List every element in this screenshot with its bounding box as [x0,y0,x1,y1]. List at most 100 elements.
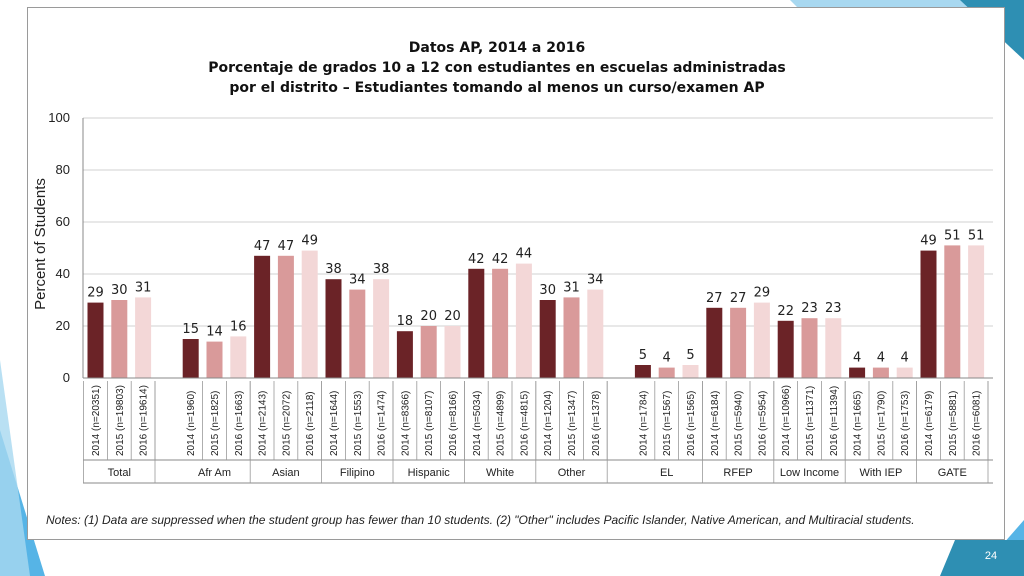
y-axis-ticks: 0 20 40 60 80 100 [48,110,70,385]
group-label: EL [660,467,673,479]
data-label: 5 [639,348,647,363]
group-label: Asian [272,467,300,479]
group-label: Hispanic [408,467,451,479]
y-tick-label: 100 [48,110,70,125]
x-axis-groups: Total Afr Am Asian Filipino Hispanic White Oth… [83,381,989,483]
bar-asian-2014 [254,255,271,378]
data-label: 4 [663,351,671,366]
category-label: 2016 (n=19614) [139,385,150,456]
category-label: 2014 (n=6184) [710,391,721,456]
category-label: 2015 (n=1567) [662,391,673,456]
data-label: 47 [278,239,295,254]
bar-with-iep-2014 [849,367,866,378]
data-label: 23 [801,301,818,316]
category-label: 2014 (n=20351) [91,385,102,456]
category-label: 2014 (n=6179) [924,391,935,456]
category-label: 2014 (n=1784) [638,391,649,456]
bar-el-2016 [682,365,699,378]
bar-white-2014 [468,268,485,378]
group-label: Low Income [780,467,839,479]
data-label: 51 [968,228,985,243]
category-label: 2015 (n=4899) [496,391,507,456]
chart-title-line-1: Datos AP, 2014 a 2016 [409,40,585,56]
bar-total-2014 [87,302,104,378]
y-tick-label: 0 [63,370,70,385]
data-label: 34 [587,273,604,288]
chart-note: Notes: (1) Data are suppressed when the … [46,513,915,527]
y-tick-label: 80 [56,162,70,177]
data-label: 18 [397,314,414,329]
category-label: 2015 (n=5881) [948,391,959,456]
group-label: GATE [938,467,967,479]
bar-el-2015 [658,367,675,378]
data-label: 42 [468,252,485,267]
category-label: 2015 (n=8107) [424,391,435,456]
chart-title-line-2: Porcentaje de grados 10 a 12 con estudia… [208,60,786,76]
category-label: 2016 (n=1565) [686,391,697,456]
bar-hispanic-2015 [420,326,437,378]
page-number: 24 [985,550,997,562]
bar-white-2015 [492,268,509,378]
data-label: 49 [920,234,937,249]
bars [87,245,985,378]
group-label: Filipino [340,467,375,479]
x-axis-categories: 2014 (n=20351) 2015 (n=19803) 2016 (n=1961… [83,377,993,484]
category-label: 2016 (n=1753) [900,391,911,456]
data-label: 29 [87,286,104,301]
bar-afr-am-2016 [230,336,247,378]
category-label: 2014 (n=2143) [258,391,269,456]
bar-rfep-2014 [706,307,723,378]
bar-rfep-2016 [753,302,770,378]
bar-filipino-2016 [373,279,390,378]
category-label: 2014 (n=1665) [853,391,864,456]
category-label: 2015 (n=1553) [353,391,364,456]
y-axis-label: Percent of Students [32,178,49,310]
y-tick-label: 60 [56,214,70,229]
data-label: 30 [111,283,128,298]
data-label: 29 [754,286,771,301]
data-label: 5 [686,348,694,363]
bar-other-2016 [587,289,604,378]
bottom-left-accent-light [0,360,30,576]
data-label: 4 [853,351,861,366]
data-label: 15 [182,322,199,337]
category-label: 2015 (n=1825) [210,391,221,456]
category-label: 2016 (n=2118) [305,391,316,456]
bar-other-2015 [563,297,580,378]
group-label: RFEP [723,467,752,479]
bar-gate-2015 [944,245,961,378]
category-label: 2014 (n=10966) [781,385,792,456]
bar-asian-2015 [277,255,294,378]
category-label: 2014 (n=1644) [329,391,340,456]
group-label: White [486,467,514,479]
data-label: 30 [539,283,556,298]
data-label: 4 [877,351,885,366]
data-label: 42 [492,252,509,267]
category-label: 2015 (n=1347) [567,391,578,456]
data-label: 22 [777,304,794,319]
group-label: With IEP [860,467,903,479]
bar-total-2016 [135,297,152,378]
data-label: 44 [516,247,533,262]
group-label: Afr Am [198,467,231,479]
data-label: 47 [254,239,271,254]
bar-asian-2016 [301,250,318,378]
bar-afr-am-2014 [182,339,199,378]
data-label: 16 [230,319,247,334]
chart-title: Datos AP, 2014 a 2016 Porcentaje de grad… [208,40,786,96]
category-label: 2016 (n=1378) [591,391,602,456]
category-label: 2014 (n=1204) [543,391,554,456]
category-label: 2016 (n=6081) [972,391,983,456]
data-label: 34 [349,273,366,288]
category-label: 2016 (n=5954) [757,391,768,456]
data-label: 27 [730,291,747,306]
bar-low-income-2015 [801,318,818,378]
category-label: 2016 (n=11394) [829,386,840,456]
page-number-tab [940,540,1024,576]
bar-filipino-2014 [325,279,342,378]
data-label: 20 [420,309,437,324]
data-label: 20 [444,309,461,324]
y-tick-label: 20 [56,318,70,333]
